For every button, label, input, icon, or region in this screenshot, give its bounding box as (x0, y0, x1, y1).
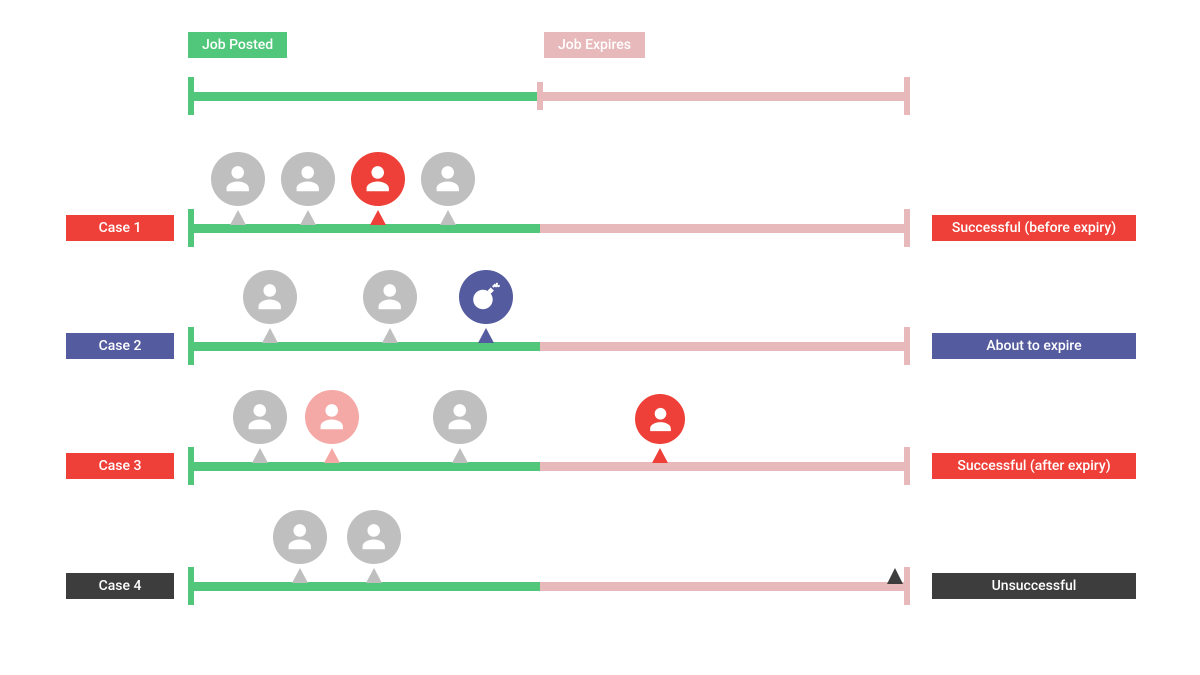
timeline-cap-end (904, 447, 910, 485)
person-icon (273, 510, 327, 564)
timeline-cap-start (188, 209, 194, 247)
timeline-active (188, 92, 540, 101)
diagram-root: Job Posted Job Expires Case 1 Successful (b… (0, 0, 1200, 675)
label-job-expires: Job Expires (544, 32, 645, 58)
event-marker (370, 210, 386, 225)
person-icon (281, 152, 335, 206)
case-label-right: Unsuccessful (932, 573, 1136, 599)
event-marker (252, 448, 268, 463)
person-icon (421, 152, 475, 206)
event-marker (230, 210, 246, 225)
event-marker (652, 448, 668, 463)
event-marker (440, 210, 456, 225)
event-marker (300, 210, 316, 225)
person-icon (433, 390, 487, 444)
person-icon (351, 152, 405, 206)
timeline-cap-start (188, 327, 194, 365)
end-marker (887, 568, 903, 584)
timeline-cap-start (188, 447, 194, 485)
timeline-expired (540, 342, 910, 351)
person-icon (635, 394, 685, 444)
person-icon (363, 270, 417, 324)
timeline-expired (540, 462, 910, 471)
case-label-left: Case 1 (66, 215, 174, 241)
person-icon (347, 510, 401, 564)
label-job-posted: Job Posted (188, 32, 287, 58)
case-label-right: Successful (after expiry) (932, 453, 1136, 479)
timeline-cap-start (188, 77, 194, 115)
event-marker (292, 568, 308, 583)
timeline-active (188, 462, 540, 471)
case-label-right: About to expire (932, 333, 1136, 359)
event-marker (324, 448, 340, 463)
person-icon (211, 152, 265, 206)
person-icon (243, 270, 297, 324)
timeline-expired (540, 224, 910, 233)
timeline-tick-expiry (537, 82, 543, 110)
event-marker (262, 328, 278, 343)
event-marker (452, 448, 468, 463)
person-icon (233, 390, 287, 444)
timeline-expired (540, 92, 910, 101)
event-marker (382, 328, 398, 343)
person-icon (305, 390, 359, 444)
timeline-cap-end (904, 327, 910, 365)
case-label-left: Case 2 (66, 333, 174, 359)
timeline-active (188, 582, 540, 591)
event-marker (366, 568, 382, 583)
timeline-cap-end (904, 209, 910, 247)
case-label-left: Case 4 (66, 573, 174, 599)
case-label-left: Case 3 (66, 453, 174, 479)
case-label-right: Successful (before expiry) (932, 215, 1136, 241)
timeline-expired (540, 582, 910, 591)
timeline-cap-end (904, 77, 910, 115)
timeline-cap-end (904, 567, 910, 605)
bomb-icon (459, 270, 513, 324)
event-marker (478, 328, 494, 343)
timeline-cap-start (188, 567, 194, 605)
